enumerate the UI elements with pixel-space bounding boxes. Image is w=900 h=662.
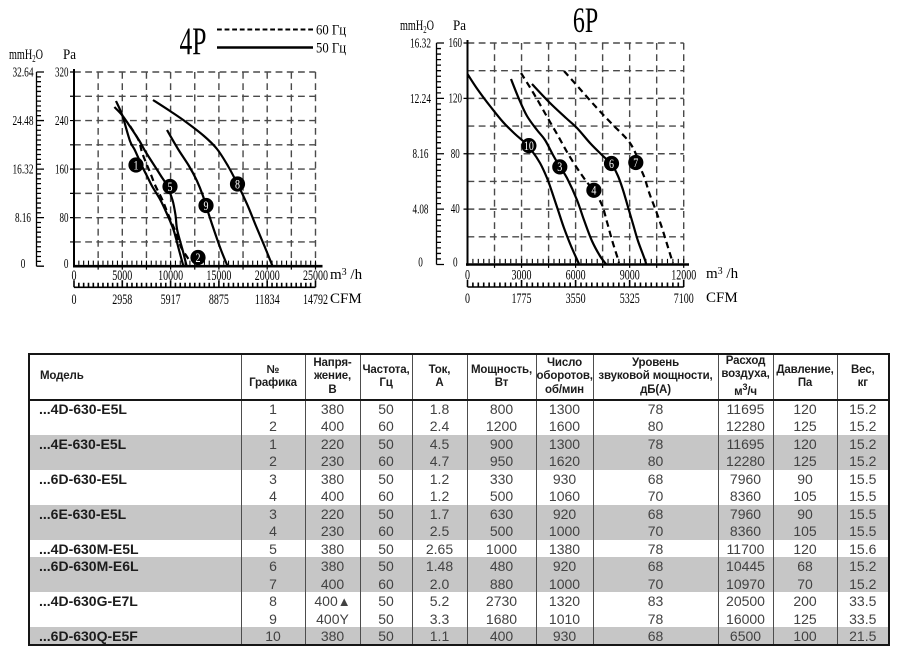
svg-text:10: 10 xyxy=(524,139,534,153)
svg-text:24.48: 24.48 xyxy=(13,114,34,129)
svg-text:240: 240 xyxy=(55,114,69,129)
svg-text:4P: 4P xyxy=(180,20,207,63)
svg-text:0: 0 xyxy=(72,268,77,284)
svg-text:16.32: 16.32 xyxy=(13,163,34,178)
svg-text:5917: 5917 xyxy=(161,292,181,308)
svg-text:8.16: 8.16 xyxy=(15,211,31,226)
svg-text:2: 2 xyxy=(196,251,201,265)
svg-text:CFM: CFM xyxy=(706,290,738,306)
svg-text:8: 8 xyxy=(235,177,240,191)
svg-text:Pa: Pa xyxy=(63,47,76,63)
svg-text:8.16: 8.16 xyxy=(413,147,429,162)
svg-text:320: 320 xyxy=(55,66,69,81)
svg-text:5325: 5325 xyxy=(620,291,640,307)
svg-text:1775: 1775 xyxy=(512,291,532,307)
svg-text:4: 4 xyxy=(591,184,597,198)
svg-text:40: 40 xyxy=(451,202,460,217)
svg-text:CFM: CFM xyxy=(330,291,362,307)
svg-text:2958: 2958 xyxy=(112,292,132,308)
svg-text:15000: 15000 xyxy=(206,268,231,284)
svg-text:mmH2O: mmH2O xyxy=(9,47,43,65)
svg-text:0: 0 xyxy=(465,268,470,284)
svg-text:9: 9 xyxy=(204,199,209,213)
svg-text:5: 5 xyxy=(168,180,173,194)
svg-text:120: 120 xyxy=(449,91,463,106)
svg-text:25000: 25000 xyxy=(303,268,328,284)
svg-text:32.64: 32.64 xyxy=(13,66,34,81)
svg-text:12000: 12000 xyxy=(671,268,696,284)
svg-text:mmH2O: mmH2O xyxy=(400,18,434,36)
svg-text:0: 0 xyxy=(72,292,77,308)
svg-text:12.24: 12.24 xyxy=(410,92,431,107)
svg-text:50 Гц: 50 Гц xyxy=(316,41,346,57)
svg-text:6: 6 xyxy=(609,157,614,171)
svg-text:16.32: 16.32 xyxy=(410,37,431,52)
svg-text:Pa: Pa xyxy=(453,18,466,34)
svg-text:6P: 6P xyxy=(573,0,598,40)
svg-text:0: 0 xyxy=(64,257,69,272)
svg-text:0: 0 xyxy=(21,257,26,272)
svg-text:80: 80 xyxy=(60,211,69,226)
svg-text:7100: 7100 xyxy=(674,291,694,307)
svg-text:5000: 5000 xyxy=(112,268,132,284)
svg-text:3000: 3000 xyxy=(512,268,532,284)
svg-text:8875: 8875 xyxy=(209,292,229,308)
svg-text:10000: 10000 xyxy=(158,268,183,284)
svg-text:6000: 6000 xyxy=(566,268,586,284)
svg-text:0: 0 xyxy=(453,256,458,271)
svg-text:0: 0 xyxy=(465,291,470,307)
svg-text:20000: 20000 xyxy=(255,268,280,284)
svg-text:m3 /h: m3 /h xyxy=(706,266,739,282)
svg-text:11834: 11834 xyxy=(255,292,280,308)
svg-text:m3 /h: m3 /h xyxy=(330,267,363,283)
svg-text:9000: 9000 xyxy=(620,268,640,284)
svg-text:7: 7 xyxy=(633,156,638,170)
svg-text:4.08: 4.08 xyxy=(413,203,429,218)
svg-text:80: 80 xyxy=(451,147,460,162)
svg-text:14792: 14792 xyxy=(303,292,328,308)
svg-text:1: 1 xyxy=(134,158,139,172)
svg-text:160: 160 xyxy=(55,163,69,178)
svg-text:0: 0 xyxy=(418,256,423,271)
svg-text:3550: 3550 xyxy=(566,291,586,307)
svg-text:160: 160 xyxy=(449,36,463,51)
svg-text:3: 3 xyxy=(557,160,562,174)
svg-text:60 Гц: 60 Гц xyxy=(316,23,346,39)
